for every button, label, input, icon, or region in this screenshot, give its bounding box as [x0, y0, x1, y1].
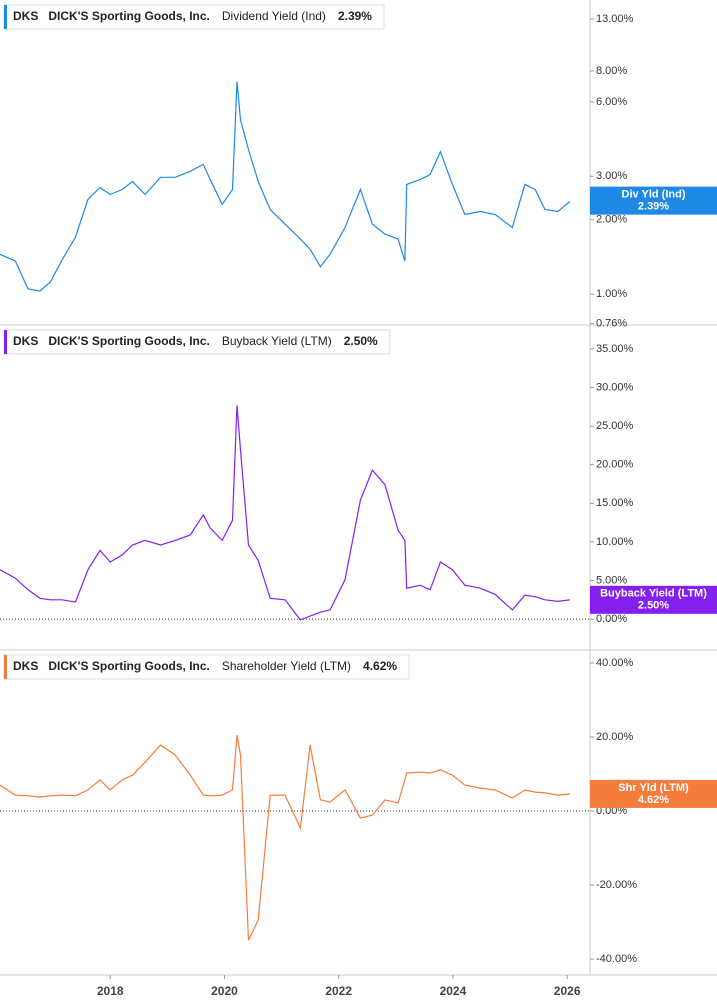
- y-tick-label: 3.00%: [596, 170, 627, 182]
- header-ticker: DKS: [13, 9, 38, 23]
- current-series-name: Shr Yld (LTM): [618, 782, 689, 794]
- y-tick-label: 13.00%: [596, 13, 634, 25]
- y-tick-label: -20.00%: [596, 879, 637, 891]
- header-box: [3, 329, 391, 355]
- series-line: [0, 81, 571, 292]
- y-tick-label: 10.00%: [596, 536, 634, 548]
- x-tick-label: 2026: [554, 984, 581, 998]
- y-tick-label: 0.76%: [596, 317, 627, 329]
- x-tick-label: 2018: [97, 984, 124, 998]
- y-tick-label: 15.00%: [596, 497, 634, 509]
- y-tick-label: 1.00%: [596, 288, 627, 300]
- header-company: DICK'S Sporting Goods, Inc.: [48, 334, 210, 348]
- header-value: 2.50%: [344, 334, 378, 348]
- x-tick-label: 2022: [325, 984, 352, 998]
- header-box: [3, 654, 410, 680]
- y-tick-label: 20.00%: [596, 459, 634, 471]
- y-tick-label: 6.00%: [596, 96, 627, 108]
- series-line: [0, 405, 571, 621]
- current-series-name: Div Yld (Ind): [622, 189, 686, 201]
- header-ticker: DKS: [13, 659, 38, 673]
- current-value-label: 4.62%: [638, 794, 669, 806]
- header-box: [3, 4, 385, 30]
- series-line: [0, 734, 571, 941]
- header-marker: [4, 655, 7, 679]
- y-tick-label: 40.00%: [596, 657, 634, 669]
- header-value: 4.62%: [363, 659, 397, 673]
- header-metric: Dividend Yield (Ind): [222, 9, 326, 23]
- current-value-box: [590, 779, 717, 808]
- current-value-label: 2.50%: [638, 600, 669, 612]
- y-tick-label: -40.00%: [596, 953, 637, 965]
- y-tick-label: 20.00%: [596, 731, 634, 743]
- header-metric: Shareholder Yield (LTM): [222, 659, 351, 673]
- x-tick-label: 2024: [440, 984, 467, 998]
- header-value: 2.39%: [338, 9, 372, 23]
- header-ticker: DKS: [13, 334, 38, 348]
- header-company: DICK'S Sporting Goods, Inc.: [48, 9, 210, 23]
- current-value-box: [590, 585, 717, 614]
- y-tick-label: 2.00%: [596, 214, 627, 226]
- y-tick-label: 0.00%: [596, 805, 627, 817]
- x-tick-label: 2020: [211, 984, 238, 998]
- y-tick-label: 25.00%: [596, 420, 634, 432]
- y-tick-label: 0.00%: [596, 613, 627, 625]
- header-metric: Buyback Yield (LTM): [222, 334, 332, 348]
- header-company: DICK'S Sporting Goods, Inc.: [48, 659, 210, 673]
- current-value-box: [590, 186, 717, 215]
- y-tick-label: 35.00%: [596, 343, 634, 355]
- y-tick-label: 8.00%: [596, 65, 627, 77]
- y-tick-label: 5.00%: [596, 574, 627, 586]
- header-marker: [4, 330, 7, 354]
- y-tick-label: 30.00%: [596, 381, 634, 393]
- current-series-name: Buyback Yield (LTM): [600, 588, 707, 600]
- current-value-label: 2.39%: [638, 201, 669, 213]
- header-marker: [4, 5, 7, 29]
